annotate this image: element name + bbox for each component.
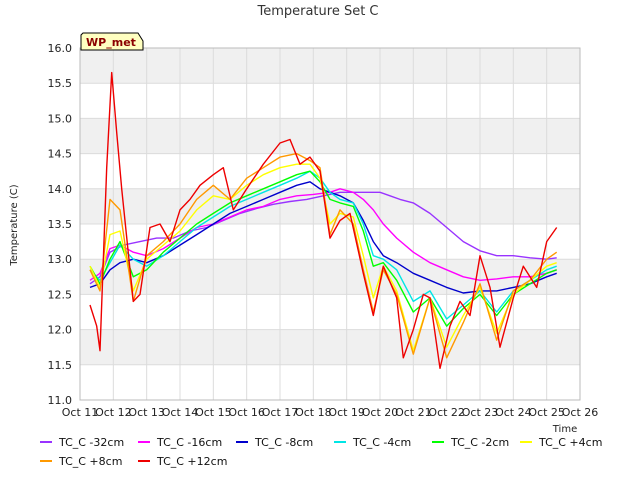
y-tick-label: 15.0 — [48, 112, 73, 125]
x-tick-label: Oct 26 — [562, 406, 599, 419]
series-line-tc-c-12cm — [89, 71, 558, 369]
legend-label-tc-c-8cm: TC_C +8cm — [58, 455, 122, 468]
x-tick-label: Oct 12 — [95, 406, 132, 419]
x-tick-label: Oct 11 — [62, 406, 99, 419]
x-tick-label: Oct 14 — [162, 406, 199, 419]
x-tick-label: Oct 20 — [362, 406, 399, 419]
axes — [79, 47, 581, 401]
plot-frame — [79, 47, 581, 401]
x-axis-label: Time — [552, 424, 577, 435]
y-tick-label: 15.5 — [48, 77, 73, 90]
y-tick-label: 12.0 — [48, 324, 73, 337]
y-tick-label: 16.0 — [48, 42, 73, 55]
x-tick-label: Oct 18 — [295, 406, 332, 419]
plot-band — [80, 329, 580, 365]
x-tick-label: Oct 22 — [428, 406, 465, 419]
legend-label-tc-c-32cm: TC_C -32cm — [58, 436, 124, 449]
wp-met-badge: WP_met — [80, 32, 144, 51]
legend-label-tc-c-12cm: TC_C +12cm — [156, 455, 227, 468]
y-tick-label: 13.0 — [48, 253, 73, 266]
chart-title: Temperature Set C — [256, 4, 378, 19]
y-tick-labels: 11.0 11.5 12.0 12.5 13.0 13.5 14.0 14.5 15.0 15.5… — [48, 42, 73, 407]
legend: TC_C -32cm TC_C -16cm TC_C -8cm TC_C -4cm TC… — [40, 436, 602, 468]
y-tick-label: 13.5 — [48, 218, 73, 231]
legend-label-tc-c-4cm: TC_C +4cm — [538, 436, 602, 449]
y-axis-label: Temperature (C) — [9, 184, 20, 266]
x-tick-label: Oct 24 — [495, 406, 532, 419]
x-tick-label: Oct 19 — [328, 406, 365, 419]
plot-band — [80, 118, 580, 154]
wp-met-badge-label: WP_met — [86, 36, 136, 49]
x-tick-label: Oct 13 — [128, 406, 165, 419]
series-lines — [89, 71, 558, 369]
legend-label-tc-c-16cm: TC_C -16cm — [156, 436, 222, 449]
legend-label-tc-c-8cm: TC_C -8cm — [254, 436, 313, 449]
y-tick-label: 14.5 — [48, 148, 73, 161]
x-tick-label: Oct 23 — [462, 406, 499, 419]
x-tick-label: Oct 25 — [528, 406, 565, 419]
y-tick-label: 11.5 — [48, 359, 73, 372]
plot-band — [80, 259, 580, 295]
plot-band — [80, 48, 580, 84]
x-tick-label: Oct 17 — [262, 406, 299, 419]
x-tick-label: Oct 21 — [395, 406, 432, 419]
legend-label-tc-c-2cm: TC_C -2cm — [450, 436, 509, 449]
y-tick-label: 14.0 — [48, 183, 73, 196]
x-tick-label: Oct 15 — [195, 406, 232, 419]
legend-label-tc-c-4cm: TC_C -4cm — [352, 436, 411, 449]
y-tick-label: 12.5 — [48, 288, 73, 301]
x-tick-label: Oct 16 — [228, 406, 265, 419]
y-tick-label: 11.0 — [48, 394, 73, 407]
